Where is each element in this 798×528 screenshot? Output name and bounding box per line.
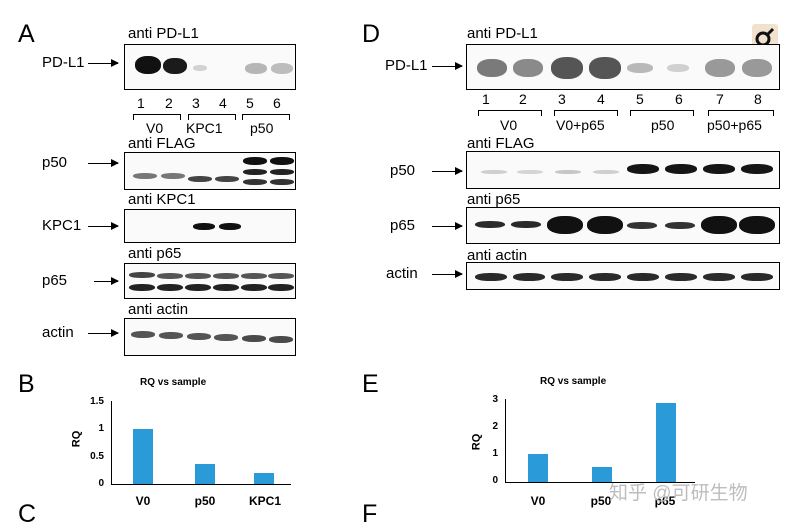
- bar-p50: [195, 463, 215, 484]
- arrow-icon: [432, 269, 463, 279]
- western-blot-kpc1: [124, 209, 296, 243]
- y-tick-label: 0: [98, 478, 104, 489]
- western-blot-p65: [124, 263, 296, 299]
- lane-number: 2: [165, 95, 173, 111]
- x-category-label: p65: [654, 494, 676, 508]
- lane-number: 2: [519, 91, 527, 107]
- bar-p65: [656, 403, 676, 482]
- lane-number: 3: [558, 91, 566, 107]
- y-tick-label: 0.5: [90, 451, 104, 462]
- western-blot-p50: [124, 152, 296, 190]
- row-label-kpc1: KPC1: [42, 217, 82, 234]
- panel-letter-a: A: [18, 20, 35, 48]
- western-blot-actin: [124, 318, 296, 356]
- arrow-icon: [94, 276, 119, 286]
- antibody-label: anti actin: [128, 301, 189, 318]
- antibody-label: anti p65: [467, 191, 521, 208]
- antibody-label: anti KPC1: [128, 191, 196, 208]
- group-label: p50+p65: [707, 117, 762, 133]
- bar-v0: [133, 428, 153, 484]
- antibody-label: anti PD-L1: [128, 25, 199, 42]
- chart-y-axis-label: RQ: [70, 430, 83, 448]
- group-label: KPC1: [186, 120, 223, 136]
- row-label-p50: p50: [390, 162, 416, 179]
- group-bracket: [133, 114, 181, 120]
- western-blot-p65: [466, 207, 780, 244]
- chart-y-axis: [111, 401, 112, 485]
- antibody-label: anti actin: [467, 247, 528, 264]
- panel-letter-c: C: [18, 500, 37, 528]
- group-label: V0: [500, 117, 518, 133]
- panel-letter-f: F: [362, 500, 378, 528]
- row-label-p65: p65: [390, 217, 416, 234]
- bar-p50: [592, 466, 612, 482]
- group-label: p50: [250, 120, 274, 136]
- chart-title: RQ vs sample: [140, 377, 207, 388]
- panel-letter-b: B: [18, 370, 35, 398]
- y-tick-label: 1: [98, 423, 104, 434]
- group-bracket: [242, 114, 290, 120]
- lane-number: 4: [219, 95, 227, 111]
- antibody-label: anti p65: [128, 245, 182, 262]
- bar-v0: [528, 454, 548, 482]
- row-label-p50: p50: [42, 154, 68, 171]
- lane-number: 4: [597, 91, 605, 107]
- lane-number: 3: [192, 95, 200, 111]
- row-label-actin: actin: [42, 324, 74, 341]
- western-blot-p50: [466, 151, 780, 189]
- group-label: V0+p65: [556, 117, 605, 133]
- arrow-icon: [432, 61, 463, 71]
- group-bracket: [708, 110, 774, 116]
- lane-number: 8: [754, 91, 762, 107]
- y-tick-label: 3: [492, 394, 498, 405]
- lane-number: 6: [675, 91, 683, 107]
- chart-y-axis: [505, 399, 506, 483]
- antibody-label: anti PD-L1: [467, 25, 538, 42]
- row-label-p65: p65: [42, 272, 68, 289]
- western-blot-actin: [466, 262, 780, 290]
- western-blot-pd-l1: [466, 44, 780, 90]
- chart-x-axis: [111, 484, 291, 485]
- arrow-icon: [88, 221, 119, 231]
- x-category-label: p50: [194, 494, 216, 508]
- group-bracket: [630, 110, 694, 116]
- arrow-icon: [88, 158, 119, 168]
- x-category-label: V0: [135, 494, 151, 508]
- group-bracket: [478, 110, 542, 116]
- antibody-label: anti FLAG: [128, 135, 196, 152]
- lane-number: 1: [137, 95, 145, 111]
- chart-title: RQ vs sample: [540, 376, 607, 387]
- lane-number: 6: [273, 95, 281, 111]
- row-label-actin: actin: [386, 265, 418, 282]
- group-bracket: [188, 114, 236, 120]
- arrow-icon: [432, 166, 463, 176]
- group-bracket: [554, 110, 618, 116]
- group-label: p50: [651, 117, 675, 133]
- panel-letter-e: E: [362, 370, 379, 398]
- arrow-icon: [88, 328, 119, 338]
- y-tick-label: 1.5: [90, 396, 104, 407]
- panel-letter-d: D: [362, 20, 381, 48]
- x-category-label: V0: [530, 494, 546, 508]
- row-label-pd-l1: PD-L1: [42, 54, 85, 71]
- x-category-label: p50: [590, 494, 612, 508]
- x-category-label: KPC1: [248, 494, 281, 508]
- y-tick-label: 1: [492, 448, 498, 459]
- chart-x-axis: [505, 482, 695, 483]
- arrow-icon: [88, 58, 119, 68]
- y-tick-label: 0: [492, 475, 498, 486]
- group-label: V0: [146, 120, 164, 136]
- lane-number: 7: [716, 91, 724, 107]
- lane-number: 5: [246, 95, 254, 111]
- row-label-pd-l1: PD-L1: [385, 57, 428, 74]
- bar-kpc1: [254, 472, 274, 484]
- western-blot-pd-l1: [124, 44, 296, 90]
- antibody-label: anti FLAG: [467, 135, 535, 152]
- y-tick-label: 2: [492, 421, 498, 432]
- watermark-text: 知乎 @可研生物: [609, 483, 748, 504]
- lane-number: 5: [636, 91, 644, 107]
- arrow-icon: [432, 221, 463, 231]
- lane-number: 1: [482, 91, 490, 107]
